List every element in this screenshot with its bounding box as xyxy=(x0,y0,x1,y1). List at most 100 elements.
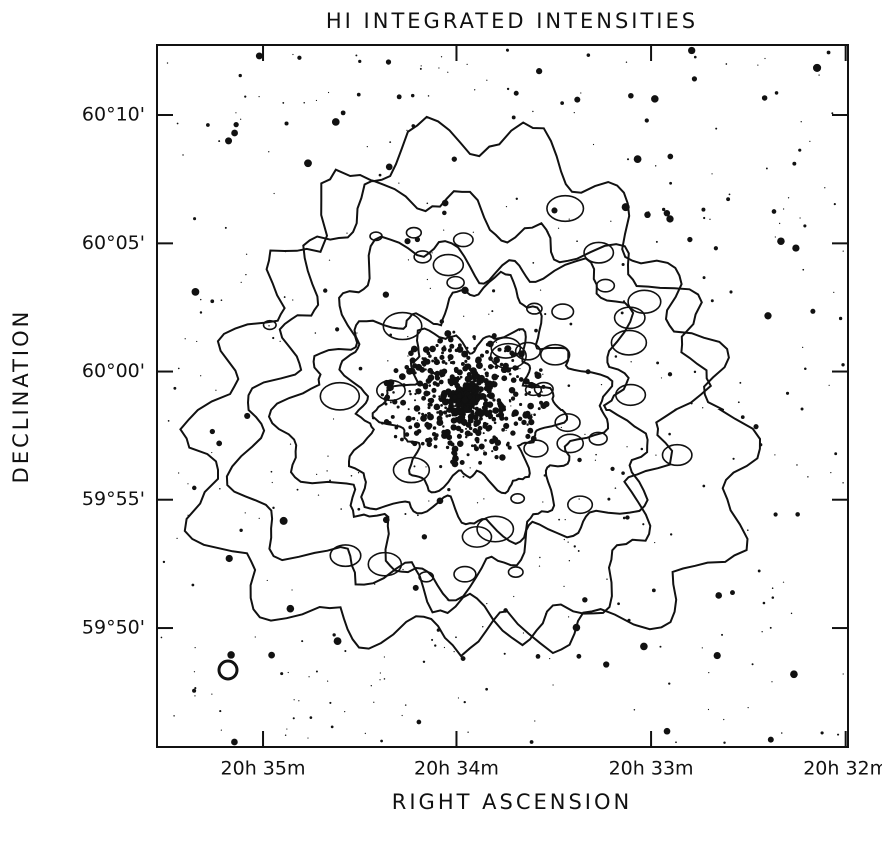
plot-frame xyxy=(156,44,849,748)
field-star xyxy=(711,173,713,175)
core-emission xyxy=(464,430,471,437)
core-emission xyxy=(485,349,489,354)
field-star xyxy=(534,720,536,722)
field-star xyxy=(371,416,375,420)
field-star xyxy=(810,308,816,314)
core-emission xyxy=(536,392,542,398)
core-emission xyxy=(473,444,477,448)
field-star xyxy=(503,608,508,613)
core-emission xyxy=(440,375,443,378)
field-star xyxy=(358,366,363,371)
field-star xyxy=(379,679,381,681)
contour xyxy=(179,115,762,658)
core-emission xyxy=(427,402,432,407)
field-star xyxy=(818,74,820,76)
core-emission xyxy=(405,415,412,423)
field-star xyxy=(535,654,541,659)
field-star xyxy=(326,470,328,472)
x-axis-label: RIGHT ASCENSION xyxy=(392,790,632,814)
field-star xyxy=(585,369,591,375)
core-emission xyxy=(452,379,459,386)
field-star xyxy=(762,601,766,605)
core-emission xyxy=(501,428,505,432)
field-star xyxy=(614,355,618,358)
core-emission xyxy=(464,435,468,439)
field-star xyxy=(414,236,421,243)
field-star xyxy=(837,733,840,736)
field-star xyxy=(455,636,457,639)
field-star xyxy=(702,407,704,409)
core-emission xyxy=(486,401,494,408)
core-emission xyxy=(456,345,464,353)
field-star xyxy=(663,727,671,735)
core-emission xyxy=(472,377,476,380)
core-emission xyxy=(534,371,539,376)
field-star xyxy=(774,91,779,95)
field-star xyxy=(289,443,292,445)
field-star xyxy=(244,512,246,514)
core-emission xyxy=(432,394,436,398)
core-emission xyxy=(488,415,492,420)
field-star xyxy=(774,236,776,238)
core-emission xyxy=(465,353,469,357)
field-star xyxy=(235,112,237,114)
field-star xyxy=(667,372,673,377)
core-emission xyxy=(438,411,444,417)
core-emission xyxy=(491,416,497,422)
field-star xyxy=(272,506,275,510)
core-emission xyxy=(511,359,515,362)
core-emission xyxy=(527,402,534,410)
core-emission xyxy=(392,391,395,394)
field-star xyxy=(659,645,662,648)
field-star xyxy=(759,443,763,447)
core-emission xyxy=(478,460,483,465)
field-star xyxy=(538,565,541,567)
beam-marker xyxy=(217,659,239,681)
core-emission xyxy=(456,398,461,403)
core-emission xyxy=(448,414,452,418)
field-star xyxy=(258,517,260,519)
field-star xyxy=(460,656,466,662)
field-star xyxy=(600,384,603,386)
core-emission xyxy=(404,364,410,370)
field-star xyxy=(662,207,666,212)
contour-island xyxy=(546,194,585,223)
core-emission xyxy=(423,390,430,397)
field-star xyxy=(753,424,759,430)
y-tick-label: 59°55' xyxy=(82,488,145,510)
field-star xyxy=(690,402,693,405)
field-star xyxy=(385,163,393,171)
field-star xyxy=(220,729,222,731)
field-star xyxy=(547,231,549,233)
core-emission xyxy=(411,416,416,421)
field-star xyxy=(654,165,657,167)
field-star xyxy=(196,340,198,343)
field-star xyxy=(340,508,343,510)
field-star xyxy=(357,472,360,474)
core-emission xyxy=(432,381,438,386)
field-star xyxy=(191,287,200,296)
contour-island xyxy=(595,278,616,293)
contour-island xyxy=(588,431,608,446)
field-star xyxy=(440,56,443,58)
chart-title: HI INTEGRATED INTENSITIES xyxy=(326,9,698,33)
field-star xyxy=(446,599,448,601)
field-star xyxy=(563,538,565,541)
field-star xyxy=(296,488,299,491)
core-emission xyxy=(537,407,541,411)
field-star xyxy=(774,454,776,456)
core-emission xyxy=(524,393,528,396)
field-star xyxy=(182,154,184,156)
field-star xyxy=(800,121,802,123)
field-star xyxy=(389,141,392,144)
contour-island xyxy=(567,495,594,515)
field-star xyxy=(329,479,332,482)
core-emission xyxy=(439,369,444,374)
field-star xyxy=(396,94,402,100)
field-star xyxy=(771,587,774,589)
field-star xyxy=(380,739,383,743)
core-emission xyxy=(508,386,516,394)
field-star xyxy=(761,95,768,101)
field-star xyxy=(293,699,295,701)
core-emission xyxy=(433,403,441,411)
